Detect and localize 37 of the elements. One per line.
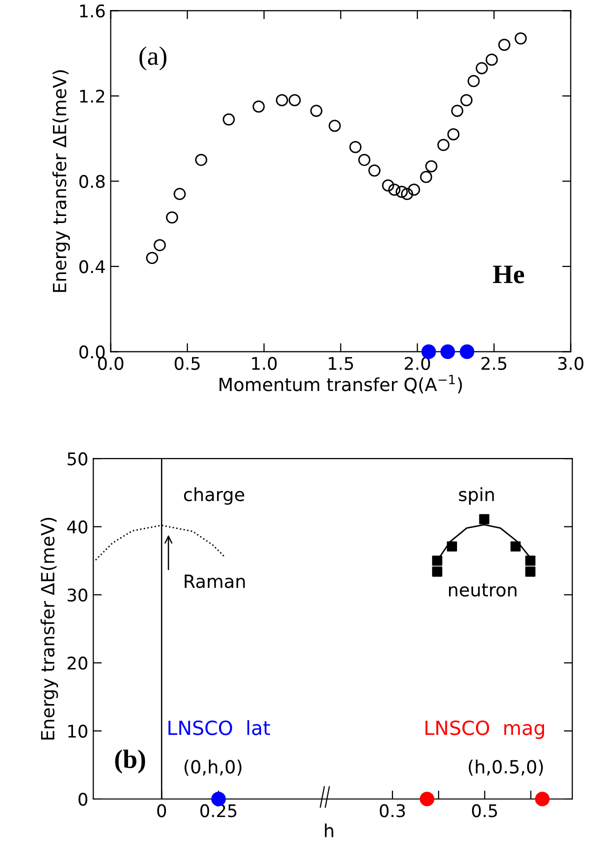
y-tick-label: 0 [78, 792, 88, 806]
x-tick-label: 2.0 [404, 356, 430, 370]
y-tick-label: 40 [67, 520, 88, 534]
annotation: Raman [184, 574, 245, 588]
y-tick-label: 50 [68, 452, 88, 466]
y-tick-label: 0.0 [79, 345, 105, 359]
annotation: (a) [139, 46, 166, 70]
annotation: neutron [449, 584, 516, 597]
text: LNSCO lat [168, 720, 270, 736]
x-tick-label: 2.5 [482, 356, 506, 370]
x-tick-label: 0.25 [200, 804, 236, 818]
x-tick-label: 0.5 [174, 356, 200, 370]
x-axis-title: Momentum transfer Q(A$^{−1}$) [220, 374, 462, 394]
x-tick-label: 0.0 [98, 356, 124, 370]
annotation: (b) [115, 750, 146, 774]
annotation: (h,0.5,0) [468, 760, 543, 776]
y-tick-label: 1.2 [80, 90, 104, 103]
y-tick-label: 10 [68, 724, 88, 738]
y-axis-title: Energy transfer ΔE(meV) [40, 518, 58, 740]
y-tick-label: 20 [68, 656, 88, 670]
y-axis-title: Energy transfer ΔE(meV) [52, 70, 70, 292]
x-tick-label: 0 [157, 804, 166, 818]
annotation: charge [184, 487, 244, 505]
y-tick-label: 1.6 [80, 4, 105, 18]
annotation: spin [459, 487, 494, 505]
y-tick-label: 0.4 [79, 260, 105, 274]
x-tick-label: 3.0 [558, 356, 584, 370]
text: LNSCO mag [426, 720, 544, 739]
x-axis-title: h [324, 823, 334, 838]
y-tick-label: 30 [68, 588, 88, 602]
annotation: He [492, 266, 524, 284]
x-tick-label: 1.0 [252, 356, 277, 370]
x-tick-label: 0.5 [472, 804, 497, 818]
x-tick-label: 0.3 [380, 804, 405, 818]
annotation: (0,h,0) [184, 760, 242, 776]
y-tick-label: 0.8 [79, 174, 105, 188]
x-tick-label: 1.5 [328, 357, 353, 370]
